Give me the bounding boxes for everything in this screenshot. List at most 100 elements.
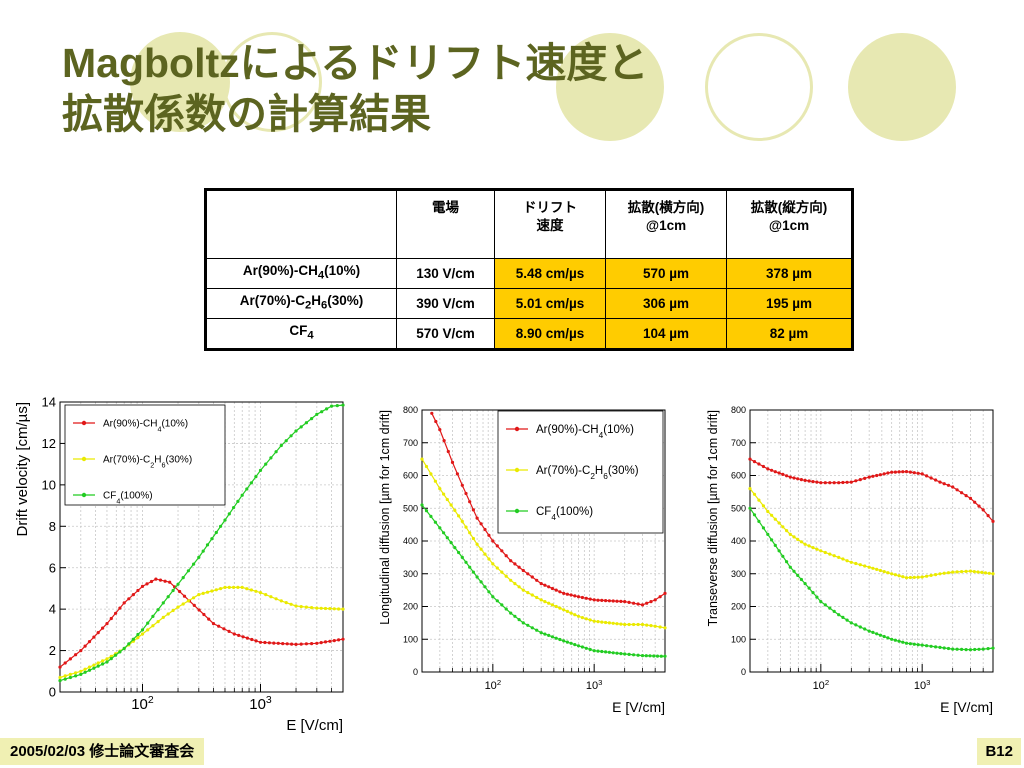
data-point	[964, 648, 968, 652]
data-point	[960, 647, 964, 651]
data-point	[543, 583, 547, 587]
data-point	[875, 473, 879, 478]
data-point	[74, 671, 78, 675]
data-point	[773, 470, 777, 474]
data-point	[648, 654, 652, 658]
data-point	[127, 642, 131, 646]
data-point	[495, 599, 499, 603]
data-point	[442, 492, 446, 496]
data-point	[908, 575, 912, 580]
data-point	[584, 617, 588, 621]
data-point	[942, 571, 946, 575]
legend-marker	[514, 426, 520, 432]
data-point	[163, 579, 167, 583]
data-point	[819, 481, 823, 485]
data-point	[232, 585, 236, 589]
data-point	[951, 485, 955, 489]
data-point	[770, 538, 774, 542]
data-point	[457, 550, 461, 555]
data-point	[875, 632, 879, 636]
data-point	[761, 464, 765, 469]
data-point	[68, 672, 72, 676]
data-point	[604, 599, 608, 603]
y-tick-label: 0	[49, 685, 56, 700]
data-point	[539, 598, 543, 602]
data-point	[245, 487, 249, 491]
data-point	[757, 462, 761, 466]
data-point	[171, 588, 175, 593]
data-point	[105, 657, 109, 661]
data-point	[434, 419, 438, 424]
data-point	[619, 652, 623, 656]
legend-label: Ar(90%)-CH4(10%)	[536, 424, 634, 440]
data-point	[649, 600, 653, 604]
data-point	[951, 647, 955, 651]
data-point	[938, 480, 942, 484]
data-point	[274, 450, 278, 454]
data-point	[504, 607, 508, 611]
data-point	[619, 599, 623, 603]
data-point	[897, 574, 901, 578]
y-tick-label: 0	[413, 667, 418, 677]
data-point	[554, 588, 558, 592]
data-point	[127, 597, 131, 601]
data-point	[781, 472, 785, 476]
data-point	[530, 593, 534, 597]
data-point	[908, 470, 912, 474]
y-axis-label: Transeverse diffusion [µm for 1cm drift]	[706, 410, 720, 626]
data-point	[766, 532, 770, 536]
data-point	[87, 668, 92, 672]
data-point	[176, 605, 180, 609]
results-table: 電場 ドリフト 速度 拡散(横方向) @1cm 拡散(縦方向) @1cm Ar(90%…	[204, 188, 854, 351]
data-point	[819, 600, 823, 604]
data-point	[197, 593, 201, 597]
data-point	[249, 481, 253, 485]
data-point	[284, 601, 288, 605]
header-cell-transverse: 拡散(横方向) @1cm	[605, 189, 727, 259]
data-point	[140, 628, 145, 632]
data-point	[600, 620, 604, 624]
data-point	[254, 589, 258, 593]
data-point	[140, 632, 145, 636]
data-point	[752, 492, 757, 496]
data-point	[341, 637, 345, 641]
legend-label: Ar(70%)-C2H6(30%)	[103, 455, 192, 470]
data-point	[547, 633, 551, 637]
data-point	[632, 653, 636, 657]
data-point	[968, 496, 973, 500]
data-point	[912, 642, 916, 646]
data-point	[977, 647, 981, 651]
data-point	[264, 593, 268, 597]
data-point	[294, 429, 298, 433]
table-row: Ar(70%)-C2H6(30%) 390 V/cm 5.01 cm/µs 30…	[205, 288, 853, 319]
data-point	[479, 547, 483, 551]
data-point	[460, 519, 464, 523]
data-point	[166, 595, 170, 599]
data-point	[893, 573, 897, 577]
data-point	[154, 577, 158, 581]
gas-cell: CF4	[205, 318, 397, 350]
data-point	[773, 543, 777, 547]
data-point	[615, 622, 619, 626]
series-markers	[430, 411, 667, 607]
data-point	[886, 571, 890, 575]
data-point	[79, 649, 83, 653]
data-point	[483, 585, 487, 589]
y-tick-label: 300	[731, 569, 746, 579]
data-point	[796, 573, 800, 577]
legend-box	[497, 410, 664, 534]
data-point	[565, 640, 569, 644]
y-axis-label: Drift velocity [cm/µs]	[14, 402, 31, 537]
data-point	[267, 641, 271, 645]
page-title: Magboltzによるドリフト速度と 拡散係数の計算結果	[62, 38, 648, 140]
data-point	[433, 520, 437, 524]
data-point	[468, 531, 472, 535]
data-point	[916, 575, 920, 579]
data-point	[145, 582, 149, 586]
data-point	[420, 503, 424, 507]
gas-cell: Ar(90%)-CH4(10%)	[205, 258, 397, 289]
data-point	[652, 654, 656, 658]
y-tick-label: 500	[403, 503, 418, 513]
data-point	[509, 559, 513, 563]
data-point	[471, 508, 475, 512]
